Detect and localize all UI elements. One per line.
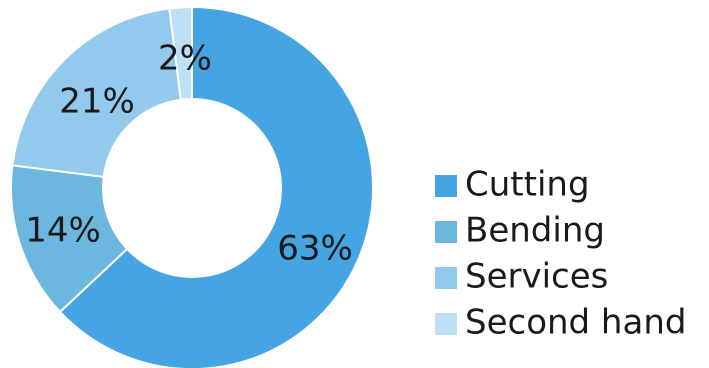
slice-cutting: [58, 5, 374, 368]
slice-bending: [10, 164, 129, 314]
legend-swatch-bending: [435, 221, 457, 243]
slice-label-second-hand: 2%: [158, 39, 212, 79]
slice-label-bending: 14%: [25, 211, 101, 251]
slice-value-labels: 63% 14% 21% 2%: [25, 39, 353, 269]
slice-second-hand: [168, 5, 193, 101]
legend-swatch-services: [435, 267, 457, 289]
legend-label-services: Services: [465, 257, 608, 297]
slice-label-services: 21%: [59, 82, 135, 122]
slice-services: [11, 7, 182, 178]
legend-swatch-cutting: [435, 175, 457, 197]
legend-swatch-second-hand: [435, 313, 457, 335]
legend: Cutting Bending Services Second hand: [435, 165, 686, 343]
legend-label-bending: Bending: [465, 211, 605, 251]
donut-slices: [10, 5, 374, 368]
legend-label-second-hand: Second hand: [465, 303, 686, 343]
slice-label-cutting: 63%: [277, 229, 353, 269]
legend-label-cutting: Cutting: [465, 165, 590, 205]
